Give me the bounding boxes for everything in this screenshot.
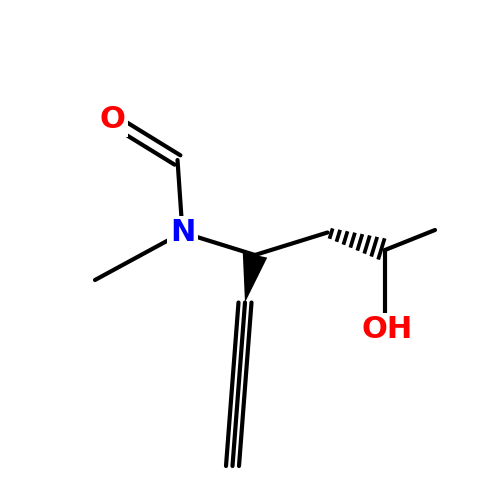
Text: O: O [100, 106, 126, 134]
Polygon shape [243, 252, 267, 302]
Text: OH: OH [362, 316, 413, 344]
Text: N: N [170, 218, 195, 247]
